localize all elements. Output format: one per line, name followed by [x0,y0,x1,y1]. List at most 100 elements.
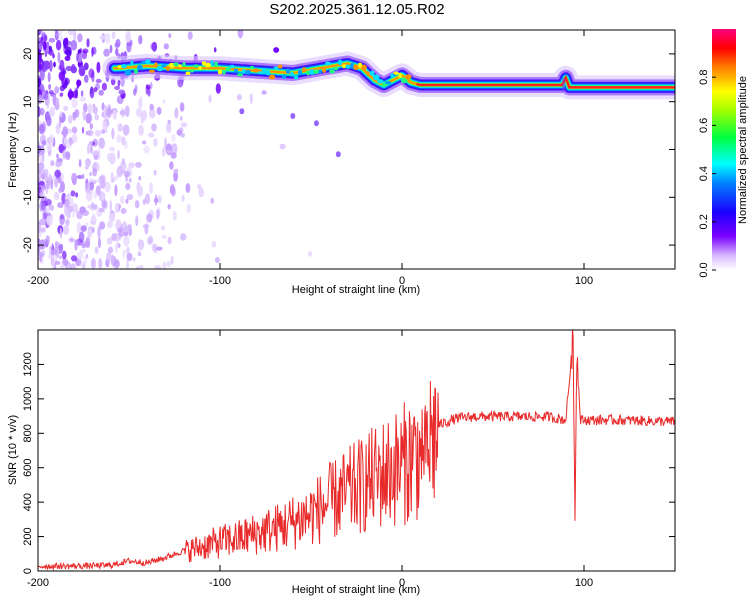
noise-speck [104,32,111,45]
noise-speck [40,83,44,91]
noise-speck [90,257,96,269]
noise-speck [185,183,191,193]
noise-speck [79,207,85,215]
noise-speck [173,170,179,182]
noise-speck [78,159,82,168]
ridge-blob [361,64,367,71]
ridge-blob [222,70,226,75]
noise-speck [162,99,166,104]
noise-speck [39,218,47,226]
noise-speck [71,255,78,262]
noise-speck [53,192,60,201]
noise-speck [46,215,51,226]
noise-speck [170,255,174,265]
noise-speck [87,143,90,155]
noise-speck [76,238,83,246]
noise-speck [142,224,150,229]
noise-speck [176,129,182,136]
ridge-blob [318,69,322,74]
ridge-blob [302,67,306,71]
noise-speck [76,79,80,89]
snr-ytick-label: 400 [22,493,34,511]
noise-speck [313,120,319,127]
ridge-core [416,74,675,89]
ridge-blob [293,75,299,80]
noise-speck [100,174,106,183]
noise-speck [125,31,131,43]
noise-speck [109,199,113,212]
ridge-blob [322,68,326,73]
colorbar-gradient [712,29,736,270]
spec-ytick-label: -20 [22,237,34,253]
noise-speck [72,202,79,214]
noise-speck [186,203,192,214]
ridge-blob [333,66,339,71]
noise-speck [167,204,171,210]
noise-speck [65,46,72,58]
ridge-blob [210,60,214,67]
noise-speck [147,237,153,245]
noise-speck [114,265,118,269]
noise-speck [43,34,48,42]
noise-speck [93,106,98,115]
noise-speck [290,113,296,120]
colorbar-tick-label: 0.2 [698,214,710,229]
noise-speck [118,228,124,238]
ridge-blob [313,69,320,74]
noise-speck [157,194,162,204]
noise-speck [55,39,62,51]
noise-speck [59,227,63,239]
noise-speck [101,192,105,202]
noise-speck [99,34,106,41]
noise-speck [85,113,92,124]
noise-speck [171,187,176,197]
noise-speck [198,187,204,198]
noise-speck [66,205,74,213]
noise-speck [39,189,43,197]
noise-speck [77,33,83,43]
noise-speck [51,260,55,269]
noise-speck [148,108,156,119]
noise-speck [114,42,120,48]
ridge-blob [393,71,399,75]
noise-speck [94,246,99,254]
snr-panel: -200 -100 0 100 0 200 400 600 800 1000 1200 Heigh… [7,329,676,596]
noise-speck [109,152,116,165]
noise-speck [87,228,93,239]
noise-speck [71,63,76,72]
noise-speck [101,82,107,91]
noise-speck [67,90,75,99]
noise-speck [180,122,188,128]
noise-speck [59,36,63,42]
noise-speck [44,60,51,70]
noise-speck [146,84,151,90]
noise-speck [155,246,163,251]
noise-speck [76,251,84,261]
ridge-blob [137,64,143,70]
noise-speck [38,227,41,234]
noise-speck [81,126,85,134]
noise-speck [114,242,119,253]
noise-speck [81,174,85,179]
ridge-blob [225,67,231,71]
noise-speck [134,200,140,209]
noise-speck [43,40,47,51]
snr-xtick-label: 0 [399,577,405,589]
noise-speck [215,83,221,94]
noise-speck [54,178,58,188]
noise-speck [67,41,72,46]
noise-speck [54,86,60,94]
noise-speck [76,175,84,179]
spectrogram-marks [38,30,675,269]
noise-speck [50,178,54,190]
colorbar-tick-label: 0.4 [698,166,710,181]
noise-speck [138,243,142,252]
noise-speck [149,103,154,111]
noise-speck [54,260,61,265]
noise-speck [144,193,151,205]
spec-xtick-label: -200 [27,275,49,287]
noise-speck [170,143,178,155]
noise-speck [84,74,89,84]
ridge-blob [329,69,335,74]
noise-speck [89,171,92,177]
